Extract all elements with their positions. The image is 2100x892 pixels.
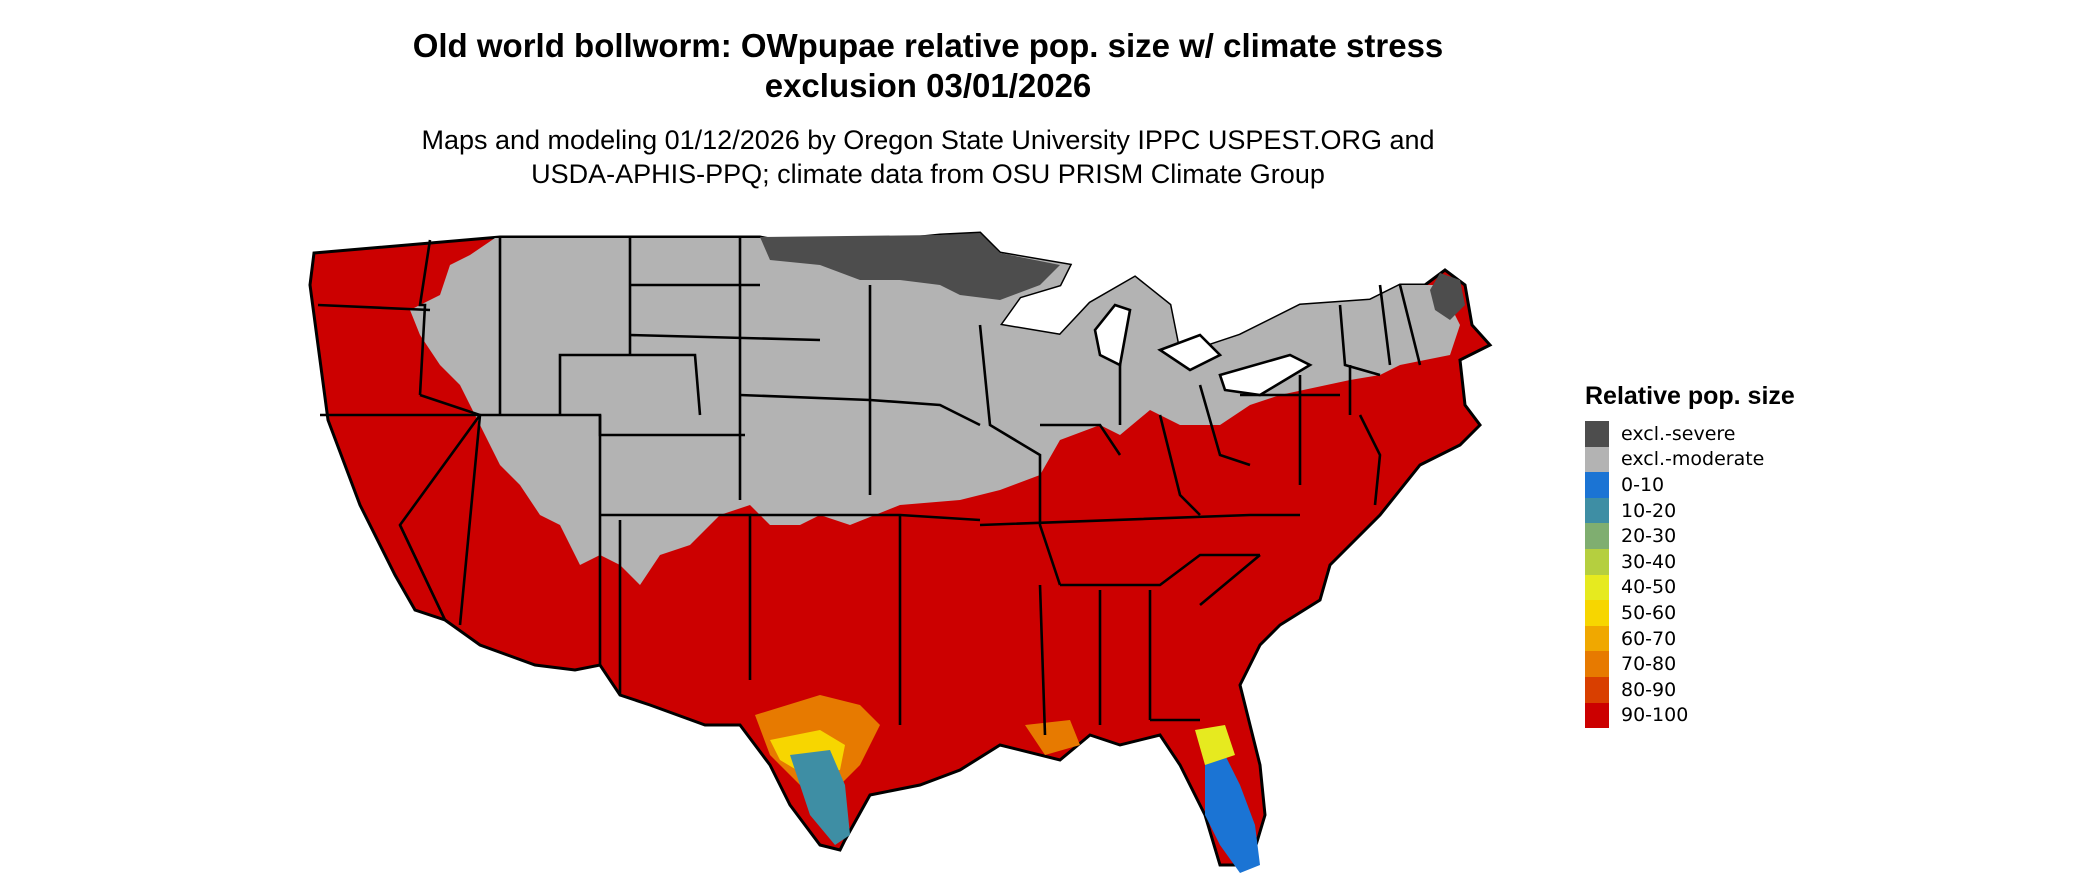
legend-label: 40-50 bbox=[1621, 576, 1677, 599]
state-boundaries bbox=[317, 237, 1422, 736]
subtitle-line-2: USDA-APHIS-PPQ; climate data from OSU PR… bbox=[531, 159, 1325, 189]
map-title: Old world bollworm: OWpupae relative pop… bbox=[0, 26, 1856, 106]
legend-item: 40-50 bbox=[1585, 574, 1795, 601]
legend-label: excl.-severe bbox=[1621, 422, 1736, 445]
legend-label: 10-20 bbox=[1621, 499, 1677, 522]
legend-title: Relative pop. size bbox=[1585, 382, 1795, 410]
legend-item: excl.-moderate bbox=[1585, 446, 1795, 473]
legend-label: excl.-moderate bbox=[1621, 448, 1765, 471]
legend-item: excl.-severe bbox=[1585, 421, 1795, 447]
legend-label: 0-10 bbox=[1621, 473, 1665, 496]
legend-swatch bbox=[1585, 548, 1609, 575]
legend-item: 50-60 bbox=[1585, 600, 1795, 626]
legend-items: excl.-severe excl.-moderate 0-10 10-20 20-30… bbox=[1585, 421, 1795, 729]
legend-swatch bbox=[1585, 574, 1609, 601]
legend-item: 90-100 bbox=[1585, 702, 1795, 729]
title-line-2: exclusion 03/01/2026 bbox=[764, 67, 1092, 104]
legend-swatch bbox=[1585, 676, 1609, 703]
legend-swatch bbox=[1585, 421, 1609, 447]
legend-swatch bbox=[1585, 651, 1609, 677]
legend-item: 70-80 bbox=[1585, 651, 1795, 677]
louisiana-coast-gradient bbox=[1025, 720, 1080, 755]
legend-swatch bbox=[1585, 600, 1609, 626]
legend-item: 10-20 bbox=[1585, 497, 1795, 524]
florida-mid-pop bbox=[1195, 725, 1235, 765]
legend-label: 70-80 bbox=[1621, 653, 1677, 676]
legend-item: 80-90 bbox=[1585, 676, 1795, 703]
legend-label: 90-100 bbox=[1621, 704, 1689, 727]
legend-label: 20-30 bbox=[1621, 525, 1677, 548]
legend-swatch bbox=[1585, 497, 1609, 524]
severe-exclusion-maine bbox=[1430, 273, 1465, 320]
map-subtitle: Maps and modeling 01/12/2026 by Oregon S… bbox=[0, 123, 1856, 191]
legend-label: 80-90 bbox=[1621, 678, 1677, 701]
legend-swatch bbox=[1585, 446, 1609, 473]
legend-swatch bbox=[1585, 625, 1609, 652]
legend-item: 30-40 bbox=[1585, 548, 1795, 575]
legend-label: 60-70 bbox=[1621, 627, 1677, 650]
severe-exclusion-north bbox=[760, 233, 1060, 300]
us-map bbox=[308, 231, 1493, 873]
legend-label: 30-40 bbox=[1621, 550, 1677, 573]
legend-item: 20-30 bbox=[1585, 523, 1795, 549]
legend-swatch bbox=[1585, 523, 1609, 549]
moderate-exclusion-zone bbox=[410, 234, 1460, 585]
title-line-1: Old world bollworm: OWpupae relative pop… bbox=[412, 27, 1444, 64]
legend: Relative pop. size excl.-severe excl.-mod… bbox=[1585, 382, 1795, 729]
legend-label: 50-60 bbox=[1621, 601, 1677, 624]
texas-coast-low-pop bbox=[790, 750, 850, 845]
legend-swatch bbox=[1585, 472, 1609, 498]
legend-swatch bbox=[1585, 702, 1609, 729]
great-lakes bbox=[1093, 303, 1313, 397]
florida-low-pop bbox=[1205, 755, 1260, 873]
subtitle-line-1: Maps and modeling 01/12/2026 by Oregon S… bbox=[421, 125, 1435, 155]
legend-item: 60-70 bbox=[1585, 625, 1795, 652]
legend-item: 0-10 bbox=[1585, 472, 1795, 498]
